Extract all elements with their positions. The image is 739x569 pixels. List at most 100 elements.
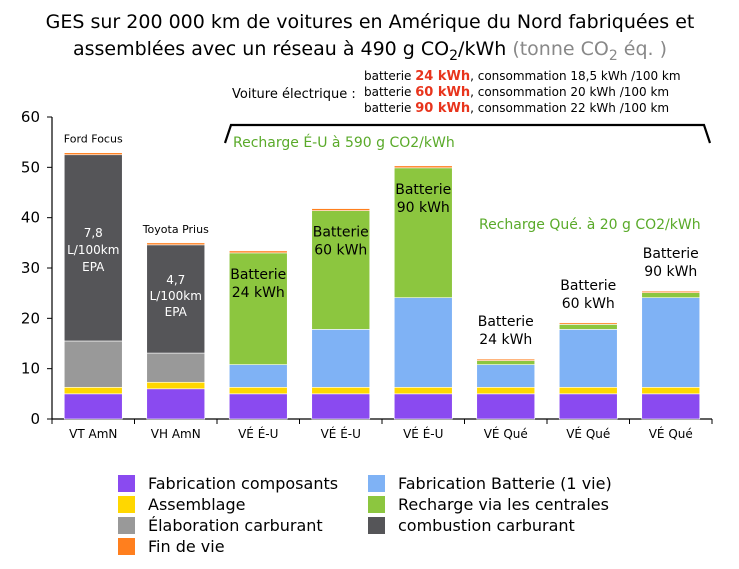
bar-segment: [558, 386, 618, 395]
legend-item: Fabrication Batterie (1 vie): [368, 474, 612, 493]
battery-label: Batterie: [395, 182, 451, 198]
y-tick-label: 0: [30, 410, 40, 428]
y-tick-label: 50: [21, 158, 40, 176]
bar-segment: [63, 152, 123, 156]
battery-label: Batterie: [313, 225, 369, 241]
bar-segment: [641, 292, 701, 298]
y-tick-label: 60: [21, 108, 40, 126]
x-tick-label: VÉ Qué: [649, 426, 693, 441]
ford-inner-text: EPA: [82, 260, 105, 274]
chart-title-line1: GES sur 200 000 km de voitures en Amériq…: [46, 11, 695, 33]
legend-item: Élaboration carburant: [118, 516, 323, 535]
bar-labels: Ford Focus Toyota Prius 7,8 L/100km EPA 4,7 L/…: [64, 133, 699, 348]
battery-spec-line: batterie 90 kWh, consommation 22 kWh /10…: [364, 101, 669, 116]
bar-segment: [146, 242, 206, 246]
prius-inner-text: L/100km: [150, 289, 202, 303]
legend-item: Fabrication composants: [118, 474, 338, 493]
bar-segment: [311, 208, 371, 211]
bar-segment: [63, 386, 123, 395]
recharge-qc-label: Recharge Qué. à 20 g CO2/kWh: [479, 217, 701, 233]
bar-segment: [641, 290, 701, 293]
bar-segment: [311, 210, 371, 330]
bar-segment: [228, 386, 288, 395]
bar-segment: [558, 329, 618, 388]
legend-label: Fabrication Batterie (1 vie): [398, 474, 612, 493]
battery-spec-lines: batterie 24 kWh, consommation 18,5 kWh /…: [364, 69, 681, 116]
bar-segment: [393, 386, 453, 395]
y-tick-label: 10: [21, 360, 40, 378]
bar-segment: [146, 381, 206, 390]
battery-kwh-label: 60 kWh: [562, 296, 615, 312]
bar-stack: [63, 152, 123, 420]
y-tick-label: 40: [21, 209, 40, 227]
bar-segment: [393, 297, 453, 388]
battery-kwh-label: 24 kWh: [232, 285, 285, 301]
y-tick-label: 30: [21, 259, 40, 277]
legend-swatch: [118, 517, 135, 534]
recharge-us-label: Recharge É-U à 590 g CO2/kWh: [233, 134, 455, 151]
ford-inner-text: L/100km: [67, 243, 119, 257]
x-tick-label: VH AmN: [151, 427, 201, 441]
legend: Fabrication composants Fabrication Batter…: [118, 474, 612, 556]
bar-segment: [393, 393, 453, 420]
bar-segment: [476, 360, 536, 365]
legend-item: combustion carburant: [368, 516, 575, 535]
bar-segment: [146, 352, 206, 383]
bar-stack: [146, 242, 206, 420]
legend-swatch: [368, 475, 385, 492]
x-tick-label: VT AmN: [69, 427, 117, 441]
bar-segment: [146, 388, 206, 420]
x-tick-label: VÉ É-U: [238, 426, 278, 441]
bar-stack: [476, 358, 536, 420]
bar-segment: [476, 358, 536, 361]
legend-label: Fabrication composants: [148, 474, 338, 493]
y-tick-label: 20: [21, 309, 40, 327]
prius-inner-text: EPA: [165, 305, 188, 319]
battery-kwh-label: 24 kWh: [479, 332, 532, 348]
ev-label: Voiture électrique :: [232, 87, 356, 102]
prius-label: Toyota Prius: [142, 223, 209, 236]
bar-segment: [228, 393, 288, 420]
legend-swatch: [368, 496, 385, 513]
bar-segment: [146, 244, 206, 354]
battery-spec-line: batterie 24 kWh, consommation 18,5 kWh /…: [364, 69, 681, 84]
legend-swatch: [118, 475, 135, 492]
prius-inner-text: 4,7: [166, 273, 185, 287]
battery-kwh-label: 90 kWh: [397, 200, 450, 216]
battery-kwh-label: 90 kWh: [644, 264, 697, 280]
x-tick-label: VÉ Qué: [566, 426, 610, 441]
legend-item: Assemblage: [118, 495, 245, 514]
bar-segment: [641, 393, 701, 420]
ford-label: Ford Focus: [64, 133, 123, 146]
bar-segment: [641, 386, 701, 395]
bar-stack: [558, 322, 618, 420]
bar-segment: [311, 386, 371, 395]
bar-segment: [63, 340, 123, 388]
legend-label: combustion carburant: [398, 516, 575, 535]
bar-segment: [228, 250, 288, 254]
legend-label: Élaboration carburant: [148, 516, 323, 535]
legend-label: Fin de vie: [148, 537, 225, 556]
bar-segment: [311, 329, 371, 388]
x-tick-label: VÉ Qué: [484, 426, 528, 441]
legend-item: Fin de vie: [118, 537, 225, 556]
bar-stack: [393, 165, 453, 420]
battery-kwh-label: 60 kWh: [314, 243, 367, 259]
bar-segment: [558, 393, 618, 420]
bar-segment: [476, 393, 536, 420]
bar-segment: [228, 252, 288, 365]
bar-segment: [476, 364, 536, 388]
x-tick-label: VÉ É-U: [403, 426, 443, 441]
bar-segment: [228, 364, 288, 388]
battery-label: Batterie: [643, 246, 699, 262]
bar-stack: [228, 250, 288, 420]
bar-segment: [63, 393, 123, 420]
legend-swatch: [118, 538, 135, 555]
y-axis: 0 10 20 30 40 50 60 VT AmN VH AmN VÉ É-U VÉ É-U VÉ …: [21, 108, 713, 441]
ford-inner-text: 7,8: [84, 226, 103, 240]
bar-segment: [476, 386, 536, 395]
battery-label: Batterie: [560, 278, 616, 294]
chart-title-line2: assemblées avec un réseau à 490 g CO2/kW…: [73, 38, 667, 64]
bar-segment: [558, 324, 618, 330]
